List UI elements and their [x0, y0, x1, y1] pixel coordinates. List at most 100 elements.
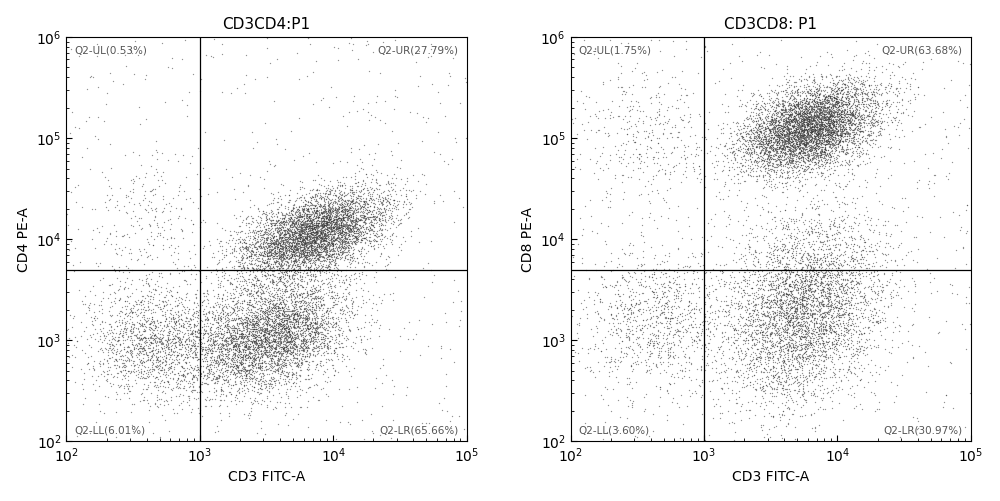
Point	[822, 151, 838, 159]
Point	[279, 332, 295, 340]
Point	[831, 285, 847, 293]
Point	[349, 236, 365, 244]
Point	[831, 112, 847, 120]
Point	[891, 133, 907, 141]
Point	[365, 221, 381, 229]
Point	[791, 109, 807, 117]
Point	[331, 189, 347, 197]
Point	[825, 89, 841, 97]
Point	[308, 256, 324, 264]
Point	[233, 359, 249, 367]
Point	[293, 220, 309, 228]
Point	[803, 105, 819, 113]
Point	[257, 253, 273, 261]
Point	[143, 389, 159, 397]
Point	[827, 279, 843, 287]
Point	[379, 261, 395, 269]
Point	[315, 279, 331, 287]
Point	[360, 207, 376, 215]
Point	[223, 381, 239, 389]
Point	[234, 327, 250, 335]
Point	[323, 223, 339, 231]
Point	[793, 132, 809, 140]
Point	[337, 233, 353, 241]
Point	[635, 119, 651, 127]
Point	[256, 267, 272, 275]
Point	[97, 344, 113, 352]
Point	[812, 130, 828, 138]
Point	[853, 127, 869, 135]
Point	[786, 114, 802, 122]
Point	[231, 397, 247, 405]
Point	[276, 300, 292, 308]
Point	[814, 350, 830, 358]
Point	[620, 332, 636, 340]
Point	[313, 312, 329, 320]
Point	[286, 281, 302, 289]
Point	[370, 197, 386, 205]
Point	[804, 128, 820, 136]
Point	[327, 348, 343, 356]
Point	[854, 144, 870, 152]
Point	[729, 158, 745, 166]
Point	[872, 124, 888, 132]
Point	[770, 117, 786, 125]
Point	[349, 194, 365, 202]
Point	[801, 222, 817, 230]
Point	[796, 169, 812, 177]
Point	[775, 124, 791, 132]
Point	[614, 271, 630, 279]
Point	[738, 127, 754, 135]
Point	[771, 161, 787, 169]
Point	[778, 344, 794, 352]
Point	[261, 223, 277, 231]
Point	[98, 332, 114, 340]
Point	[277, 316, 293, 324]
Point	[241, 266, 257, 274]
Point	[271, 311, 287, 319]
Point	[777, 150, 793, 158]
Point	[313, 235, 329, 243]
Point	[732, 143, 748, 151]
Point	[821, 121, 837, 129]
Point	[282, 240, 298, 248]
Point	[271, 321, 287, 329]
Point	[179, 370, 195, 378]
Point	[847, 92, 863, 100]
Point	[338, 248, 354, 257]
Point	[732, 96, 748, 104]
Point	[63, 237, 79, 245]
Point	[333, 242, 349, 250]
Point	[680, 213, 696, 221]
Point	[312, 268, 328, 276]
Point	[819, 119, 835, 127]
Point	[286, 296, 302, 304]
Point	[816, 250, 832, 258]
Point	[788, 136, 804, 144]
Point	[273, 351, 289, 359]
Point	[853, 121, 869, 129]
Point	[340, 212, 356, 220]
Point	[263, 199, 279, 207]
Point	[222, 363, 238, 371]
Point	[812, 310, 828, 318]
Point	[809, 315, 825, 323]
Point	[804, 125, 820, 133]
Point	[277, 246, 293, 255]
Point	[841, 95, 857, 103]
Point	[371, 231, 387, 239]
Point	[233, 380, 249, 388]
Point	[867, 253, 883, 261]
Point	[128, 299, 144, 307]
Point	[267, 326, 283, 334]
Point	[884, 118, 900, 126]
Point	[275, 217, 291, 225]
Point	[203, 353, 219, 361]
Point	[834, 279, 850, 287]
Point	[275, 337, 291, 345]
Point	[782, 287, 798, 295]
Point	[816, 120, 832, 128]
Point	[258, 287, 274, 295]
Point	[267, 365, 283, 373]
Point	[777, 132, 793, 140]
